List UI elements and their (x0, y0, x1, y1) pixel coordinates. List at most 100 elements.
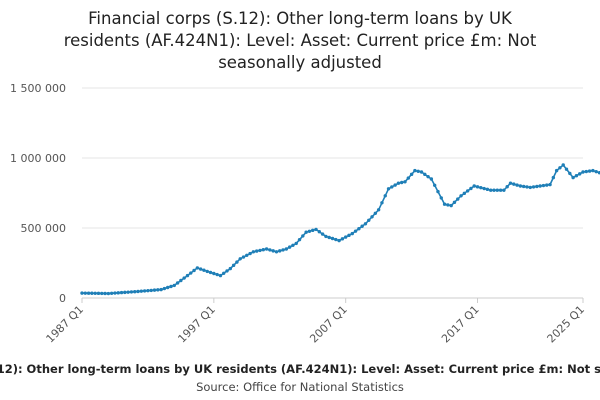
data-point[interactable] (139, 289, 144, 293)
data-point[interactable] (225, 269, 229, 273)
data-point[interactable] (106, 291, 111, 296)
data-point[interactable] (90, 291, 94, 295)
data-point[interactable] (103, 291, 107, 296)
data-point[interactable] (528, 185, 532, 190)
data-point[interactable] (146, 288, 150, 293)
data-point[interactable] (442, 202, 447, 206)
data-point[interactable] (581, 170, 585, 174)
data-point[interactable] (571, 175, 575, 180)
data-point[interactable] (123, 290, 127, 295)
data-point[interactable] (548, 182, 552, 187)
data-point[interactable] (212, 271, 216, 276)
data-point[interactable] (502, 188, 506, 192)
data-point[interactable] (396, 181, 401, 185)
data-point[interactable] (327, 235, 331, 240)
data-point[interactable] (554, 168, 559, 173)
data-point[interactable] (584, 169, 588, 174)
data-point[interactable] (251, 250, 256, 254)
data-point[interactable] (479, 185, 483, 190)
data-point[interactable] (330, 236, 335, 241)
data-point[interactable] (169, 284, 173, 289)
data-point[interactable] (370, 215, 374, 219)
data-point[interactable] (126, 290, 130, 294)
data-point[interactable] (238, 257, 242, 261)
data-point[interactable] (149, 288, 153, 293)
data-point[interactable] (208, 270, 213, 275)
data-point[interactable] (475, 185, 480, 189)
data-point[interactable] (390, 185, 394, 189)
data-point[interactable] (129, 290, 134, 294)
data-point[interactable] (274, 250, 279, 254)
data-point[interactable] (578, 172, 582, 176)
data-point[interactable] (436, 189, 440, 194)
data-point[interactable] (258, 248, 262, 253)
data-point[interactable] (334, 237, 338, 242)
data-point[interactable] (541, 183, 546, 188)
data-point[interactable] (350, 231, 354, 236)
data-point[interactable] (406, 176, 411, 180)
data-point[interactable] (189, 271, 193, 275)
data-point[interactable] (393, 183, 397, 187)
data-point[interactable] (83, 291, 88, 295)
data-point[interactable] (429, 177, 434, 181)
data-point[interactable] (245, 253, 249, 257)
data-point[interactable] (93, 291, 97, 296)
data-point[interactable] (363, 222, 368, 226)
data-point[interactable] (231, 263, 236, 268)
data-point[interactable] (175, 281, 180, 285)
data-point[interactable] (482, 186, 486, 191)
data-point[interactable] (162, 286, 167, 291)
data-point[interactable] (205, 269, 209, 274)
data-point[interactable] (337, 238, 341, 243)
data-point[interactable] (254, 249, 259, 253)
data-point[interactable] (172, 283, 176, 288)
data-point[interactable] (515, 183, 519, 187)
data-point[interactable] (403, 180, 407, 184)
data-point[interactable] (423, 172, 427, 177)
data-point[interactable] (373, 211, 378, 215)
data-point[interactable] (551, 175, 556, 180)
data-point[interactable] (324, 234, 328, 239)
data-point[interactable] (182, 276, 186, 280)
data-point[interactable] (314, 227, 318, 232)
data-point[interactable] (456, 197, 460, 201)
data-point[interactable] (109, 291, 114, 295)
data-point[interactable] (459, 194, 463, 198)
data-point[interactable] (446, 203, 450, 207)
data-point[interactable] (119, 290, 124, 295)
data-point[interactable] (311, 228, 315, 233)
data-point[interactable] (462, 191, 467, 196)
data-point[interactable] (521, 184, 526, 189)
data-point[interactable] (538, 184, 542, 188)
data-point[interactable] (413, 168, 417, 173)
data-point[interactable] (198, 267, 203, 271)
data-point[interactable] (159, 287, 163, 292)
data-point[interactable] (228, 266, 233, 271)
data-point[interactable] (307, 229, 312, 233)
data-point[interactable] (568, 171, 572, 176)
data-point[interactable] (136, 289, 140, 294)
data-point[interactable] (535, 184, 539, 189)
data-point[interactable] (218, 273, 223, 278)
data-point[interactable] (235, 260, 239, 264)
data-point[interactable] (380, 201, 384, 205)
data-point[interactable] (80, 291, 84, 295)
data-point[interactable] (347, 233, 351, 238)
data-point[interactable] (594, 169, 598, 174)
data-point[interactable] (367, 218, 371, 222)
data-point[interactable] (113, 291, 117, 295)
data-point[interactable] (472, 184, 476, 188)
data-point[interactable] (301, 234, 305, 238)
data-point[interactable] (86, 291, 91, 295)
data-point[interactable] (353, 229, 358, 233)
data-point[interactable] (100, 291, 104, 296)
data-point[interactable] (192, 268, 196, 273)
data-point[interactable] (376, 208, 381, 212)
data-point[interactable] (222, 271, 226, 275)
data-point[interactable] (545, 183, 549, 187)
data-point[interactable] (304, 230, 308, 234)
data-point[interactable] (597, 171, 600, 175)
data-point[interactable] (449, 203, 453, 208)
data-point[interactable] (485, 187, 490, 192)
data-point[interactable] (268, 248, 272, 252)
